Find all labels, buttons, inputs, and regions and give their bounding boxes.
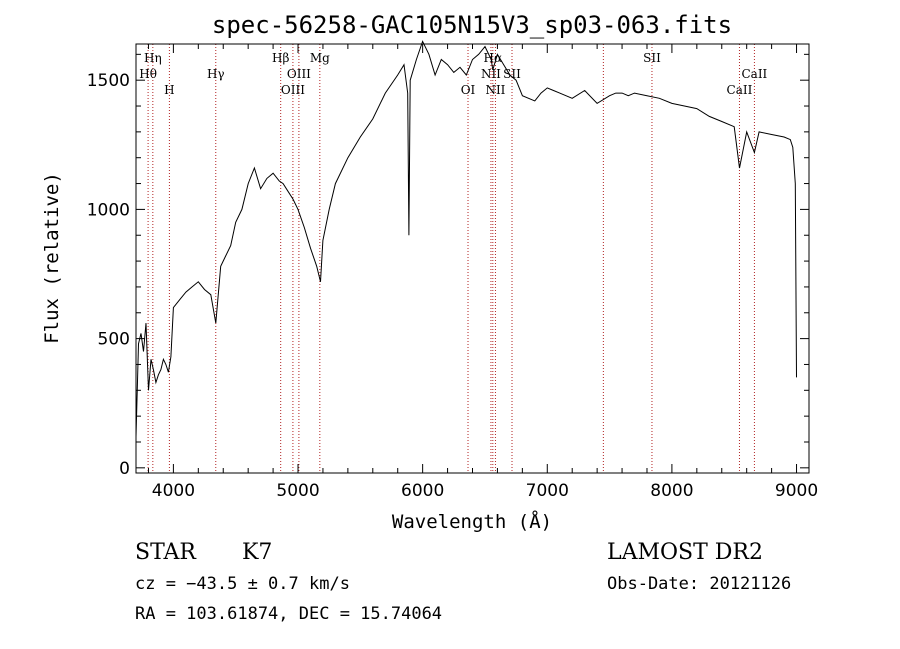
redshift-text: cz = −43.5 ± 0.7 km/s: [135, 574, 350, 594]
emission-line-labels: HηHθHHγHβOIIIOIIIMgOIHαNIINIISIISIICaIIC…: [139, 51, 767, 97]
observation-date: Obs-Date: 20121126: [607, 574, 791, 594]
x-tick-label: 8000: [650, 481, 693, 501]
marker-label: Mg: [310, 51, 330, 65]
marker-label: OIII: [281, 83, 305, 97]
y-tick-label: 1000: [87, 200, 130, 220]
spectrum-line: [135, 40, 797, 437]
survey-name: LAMOST DR2: [607, 540, 763, 565]
marker-label: CaII: [727, 83, 753, 97]
marker-label: Hη: [144, 51, 162, 65]
marker-label: Hγ: [207, 67, 225, 81]
x-axis-label: Wavelength (Å): [392, 510, 552, 533]
marker-label: Hθ: [139, 67, 157, 81]
marker-label: CaII: [741, 67, 767, 81]
object-subclass: K7: [242, 540, 272, 565]
y-axis-label: Flux (relative): [41, 172, 63, 344]
x-tick-label: 4000: [152, 481, 195, 501]
marker-label: OIII: [287, 67, 311, 81]
coordinates-text: RA = 103.61874, DEC = 15.74064: [135, 604, 442, 624]
y-tick-label: 1500: [87, 71, 130, 91]
y-axis-ticks: 0 500 1000 1500: [87, 53, 809, 479]
marker-label: Hβ: [272, 51, 289, 65]
chart-title: spec-56258-GAC105N15V3_sp03-063.fits: [212, 11, 732, 39]
x-tick-label: 7000: [526, 481, 569, 501]
y-tick-label: 0: [119, 459, 130, 479]
x-axis-ticks: 4000 5000 6000 7000 8000 9000: [147, 44, 818, 501]
x-tick-label: 6000: [401, 481, 444, 501]
y-tick-label: 500: [98, 330, 130, 350]
plot-frame: [135, 43, 810, 474]
x-tick-label: 5000: [276, 481, 319, 501]
x-tick-label: 9000: [775, 481, 818, 501]
emission-line-markers: [147, 44, 755, 473]
marker-label: NII: [485, 83, 505, 97]
marker-label: SII: [643, 51, 661, 65]
marker-label: OI: [461, 83, 476, 97]
marker-label: NII: [481, 67, 501, 81]
object-class: STAR: [135, 540, 197, 565]
marker-label: H: [164, 83, 174, 97]
